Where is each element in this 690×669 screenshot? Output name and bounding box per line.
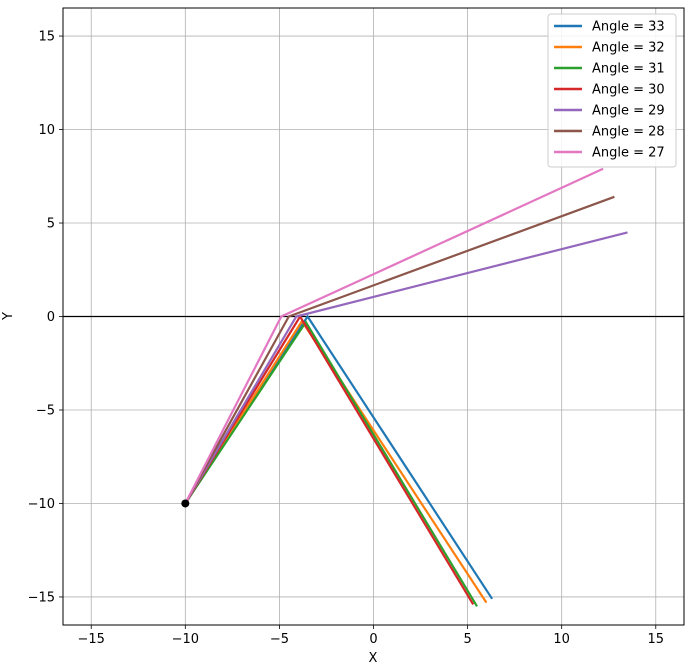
legend-label: Angle = 30 (592, 83, 665, 98)
legend: Angle = 33 Angle = 32 Angle = 31 Angle = 30… (547, 13, 677, 168)
legend-label: Angle = 32 (592, 41, 665, 56)
series-line-6 (184, 167, 604, 505)
tick-labels: −15 −10 −5 0 5 10 15 −15 −10 −5 0 5 10 15 (28, 30, 664, 647)
y-tick-label: −15 (28, 590, 55, 605)
legend-label: Angle = 29 (592, 104, 665, 119)
x-tick-label: 15 (647, 632, 664, 647)
y-tick-label: 15 (38, 30, 55, 45)
x-axis-label: X (369, 651, 378, 666)
x-tick-label: 5 (463, 632, 471, 647)
legend-label: Angle = 28 (592, 125, 665, 140)
y-axis-label: Y (1, 312, 16, 321)
series-lines (181, 167, 628, 607)
x-tick-label: 0 (369, 632, 377, 647)
x-tick-label: 10 (553, 632, 570, 647)
legend-label: Angle = 33 (592, 20, 665, 35)
series-line-2 (184, 320, 478, 607)
y-tick-label: 10 (38, 123, 55, 138)
series-line-5 (184, 195, 615, 505)
legend-box (547, 13, 677, 168)
x-tick-label: −15 (78, 632, 105, 647)
x-tick-label: −10 (172, 632, 199, 647)
x-tick-label: −5 (270, 632, 289, 647)
y-tick-label: −10 (28, 497, 55, 512)
y-tick-label: 5 (47, 217, 55, 232)
legend-label: Angle = 27 (592, 146, 665, 161)
series-line-4 (184, 231, 628, 505)
y-tick-label: 0 (47, 310, 55, 325)
source-point-marker (181, 499, 190, 508)
legend-label: Angle = 31 (592, 62, 665, 77)
series-line-1 (184, 319, 488, 604)
y-tick-label: −5 (36, 403, 55, 418)
